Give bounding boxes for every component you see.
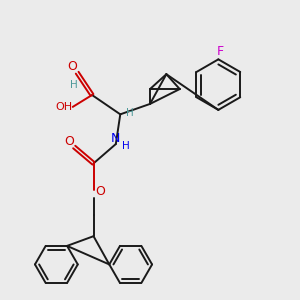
- Text: O: O: [67, 60, 77, 73]
- Text: H: H: [122, 140, 130, 151]
- Text: O: O: [64, 135, 74, 148]
- Text: H: H: [126, 108, 134, 118]
- Text: N: N: [111, 132, 121, 145]
- Text: H: H: [70, 80, 77, 90]
- Text: F: F: [216, 44, 224, 58]
- Text: O: O: [95, 185, 105, 198]
- Text: OH: OH: [55, 103, 72, 112]
